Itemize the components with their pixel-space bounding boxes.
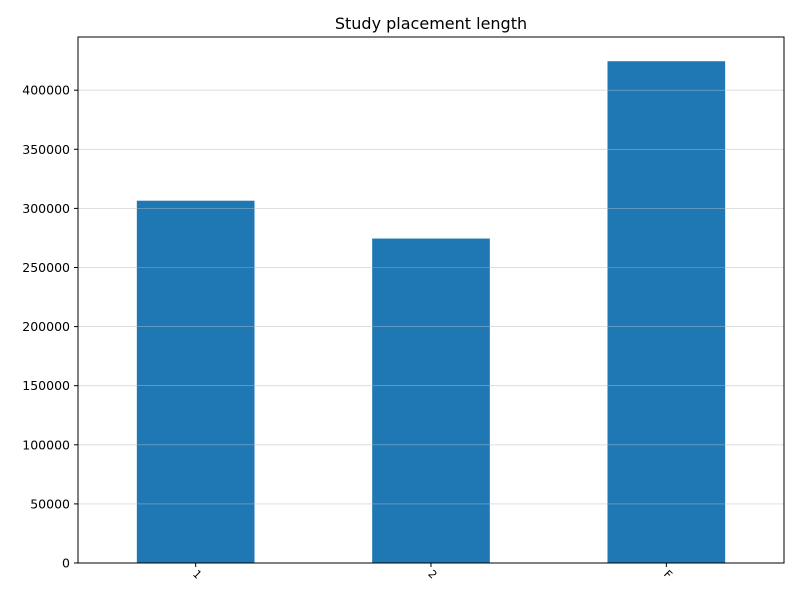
y-tick-label: 400000 [22, 83, 70, 98]
y-tick-label: 150000 [22, 378, 70, 393]
y-tick-label: 250000 [22, 260, 70, 275]
bar-1 [136, 200, 255, 563]
y-tick-label: 0 [62, 556, 70, 571]
y-axis-ticks: 0 50000 100000 150000 200000 250000 300000 3500… [22, 83, 78, 571]
bar-2 [372, 238, 490, 563]
y-tick-label: 300000 [22, 201, 70, 216]
y-tick-label: 100000 [22, 437, 70, 452]
chart-title: Study placement length [335, 14, 527, 33]
bar-F [607, 61, 726, 564]
bars [78, 61, 784, 564]
y-tick-label: 200000 [22, 319, 70, 334]
y-tick-label: 50000 [30, 496, 70, 511]
y-tick-label: 350000 [22, 142, 70, 157]
